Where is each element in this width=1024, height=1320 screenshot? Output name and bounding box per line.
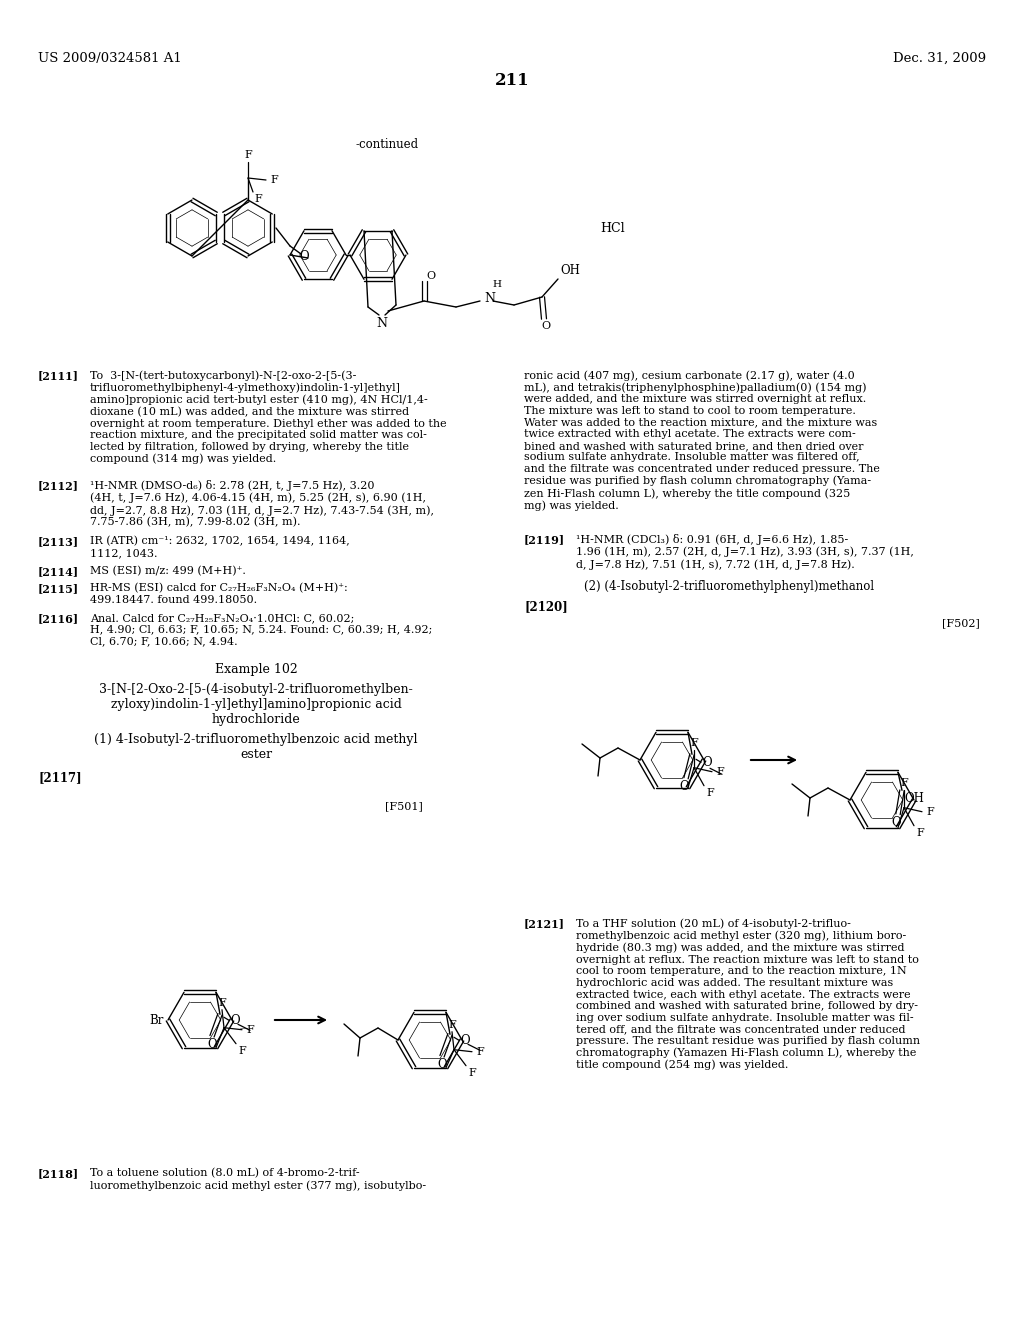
Text: To a THF solution (20 mL) of 4-isobutyl-2-trifluo-
romethylbenzoic acid methyl e: To a THF solution (20 mL) of 4-isobutyl-… (575, 917, 921, 1071)
Text: -continued: -continued (355, 139, 418, 150)
Text: OH: OH (560, 264, 580, 277)
Text: F: F (706, 788, 714, 797)
Text: O: O (460, 1034, 470, 1047)
Text: [2111]: [2111] (38, 370, 79, 381)
Text: O: O (891, 816, 901, 829)
Text: [2116]: [2116] (38, 612, 79, 624)
Text: Dec. 31, 2009: Dec. 31, 2009 (893, 51, 986, 65)
Text: HR-MS (ESI) calcd for C₂₇H₂₆F₃N₂O₄ (M+H)⁺:
499.18447. found 499.18050.: HR-MS (ESI) calcd for C₂₇H₂₆F₃N₂O₄ (M+H)… (90, 583, 348, 605)
Text: H: H (492, 280, 501, 289)
Text: O: O (702, 756, 712, 768)
Text: 211: 211 (495, 73, 529, 88)
Text: To  3-[N-(tert-butoxycarbonyl)-N-[2-oxo-2-[5-(3-
trifluoromethylbiphenyl-4-ylmet: To 3-[N-(tert-butoxycarbonyl)-N-[2-oxo-2… (90, 370, 446, 465)
Text: ronic acid (407 mg), cesium carbonate (2.17 g), water (4.0
mL), and tetrakis(tri: ronic acid (407 mg), cesium carbonate (2… (524, 370, 880, 511)
Text: —: — (240, 1024, 248, 1032)
Text: US 2009/0324581 A1: US 2009/0324581 A1 (38, 51, 181, 65)
Text: F: F (716, 767, 724, 776)
Text: O: O (207, 1039, 217, 1051)
Text: (1) 4-Isobutyl-2-trifluoromethylbenzoic acid methyl
ester: (1) 4-Isobutyl-2-trifluoromethylbenzoic … (94, 733, 418, 762)
Text: F: F (926, 807, 934, 817)
Text: F: F (476, 1047, 483, 1057)
Text: HCl: HCl (600, 222, 625, 235)
Text: To a toluene solution (8.0 mL) of 4-bromo-2-trif-
luoromethylbenzoic acid methyl: To a toluene solution (8.0 mL) of 4-brom… (90, 1168, 426, 1191)
Text: F: F (449, 1020, 456, 1030)
Text: Anal. Calcd for C₂₇H₂₅F₃N₂O₄·1.0HCl: C, 60.02;
H, 4.90; Cl, 6.63; F, 10.65; N, 5: Anal. Calcd for C₂₇H₂₅F₃N₂O₄·1.0HCl: C, … (90, 612, 432, 647)
Text: ¹H-NMR (CDCl₃) δ: 0.91 (6H, d, J=6.6 Hz), 1.85-
1.96 (1H, m), 2.57 (2H, d, J=7.1: ¹H-NMR (CDCl₃) δ: 0.91 (6H, d, J=6.6 Hz)… (575, 535, 913, 569)
Text: MS (ESI) m/z: 499 (M+H)⁺.: MS (ESI) m/z: 499 (M+H)⁺. (90, 566, 246, 577)
Text: F: F (246, 1024, 254, 1035)
Text: F: F (254, 194, 262, 205)
Text: O: O (542, 321, 551, 331)
Text: Example 102: Example 102 (215, 663, 297, 676)
Text: [2121]: [2121] (524, 917, 565, 929)
Text: F: F (690, 738, 698, 747)
Text: F: F (238, 1045, 246, 1056)
Text: [2114]: [2114] (38, 566, 79, 577)
Text: F: F (218, 998, 226, 1007)
Text: N: N (484, 293, 495, 305)
Text: O: O (299, 249, 309, 263)
Text: [2119]: [2119] (524, 535, 565, 545)
Text: ¹H-NMR (DMSO-d₆) δ: 2.78 (2H, t, J=7.5 Hz), 3.20
(4H, t, J=7.6 Hz), 4.06-4.15 (4: ¹H-NMR (DMSO-d₆) δ: 2.78 (2H, t, J=7.5 H… (90, 480, 434, 528)
Text: OH: OH (904, 792, 924, 805)
Text: F: F (270, 176, 278, 185)
Text: [2115]: [2115] (38, 583, 79, 594)
Text: [2113]: [2113] (38, 536, 79, 546)
Text: [F501]: [F501] (385, 801, 423, 810)
Text: O: O (679, 780, 689, 793)
Text: (2) (4-Isobutyl-2-trifluoromethylphenyl)methanol: (2) (4-Isobutyl-2-trifluoromethylphenyl)… (584, 579, 874, 593)
Text: O: O (230, 1014, 240, 1027)
Text: F: F (900, 777, 908, 788)
Text: [2117]: [2117] (38, 771, 82, 784)
Text: [2120]: [2120] (524, 601, 567, 612)
Text: [2112]: [2112] (38, 480, 79, 491)
Text: F: F (244, 150, 252, 160)
Text: N: N (377, 317, 387, 330)
Text: O: O (426, 271, 435, 281)
Text: [2118]: [2118] (38, 1168, 79, 1179)
Text: IR (ATR) cm⁻¹: 2632, 1702, 1654, 1494, 1164,
1112, 1043.: IR (ATR) cm⁻¹: 2632, 1702, 1654, 1494, 1… (90, 536, 350, 558)
Text: F: F (916, 828, 924, 838)
Text: F: F (468, 1068, 476, 1077)
Text: 3-[N-[2-Oxo-2-[5-(4-isobutyl-2-trifluoromethylben-
zyloxy)indolin-1-yl]ethyl]ami: 3-[N-[2-Oxo-2-[5-(4-isobutyl-2-trifluoro… (99, 682, 413, 726)
Text: Br: Br (150, 1014, 164, 1027)
Text: O: O (437, 1059, 446, 1072)
Text: [F502]: [F502] (942, 618, 980, 628)
